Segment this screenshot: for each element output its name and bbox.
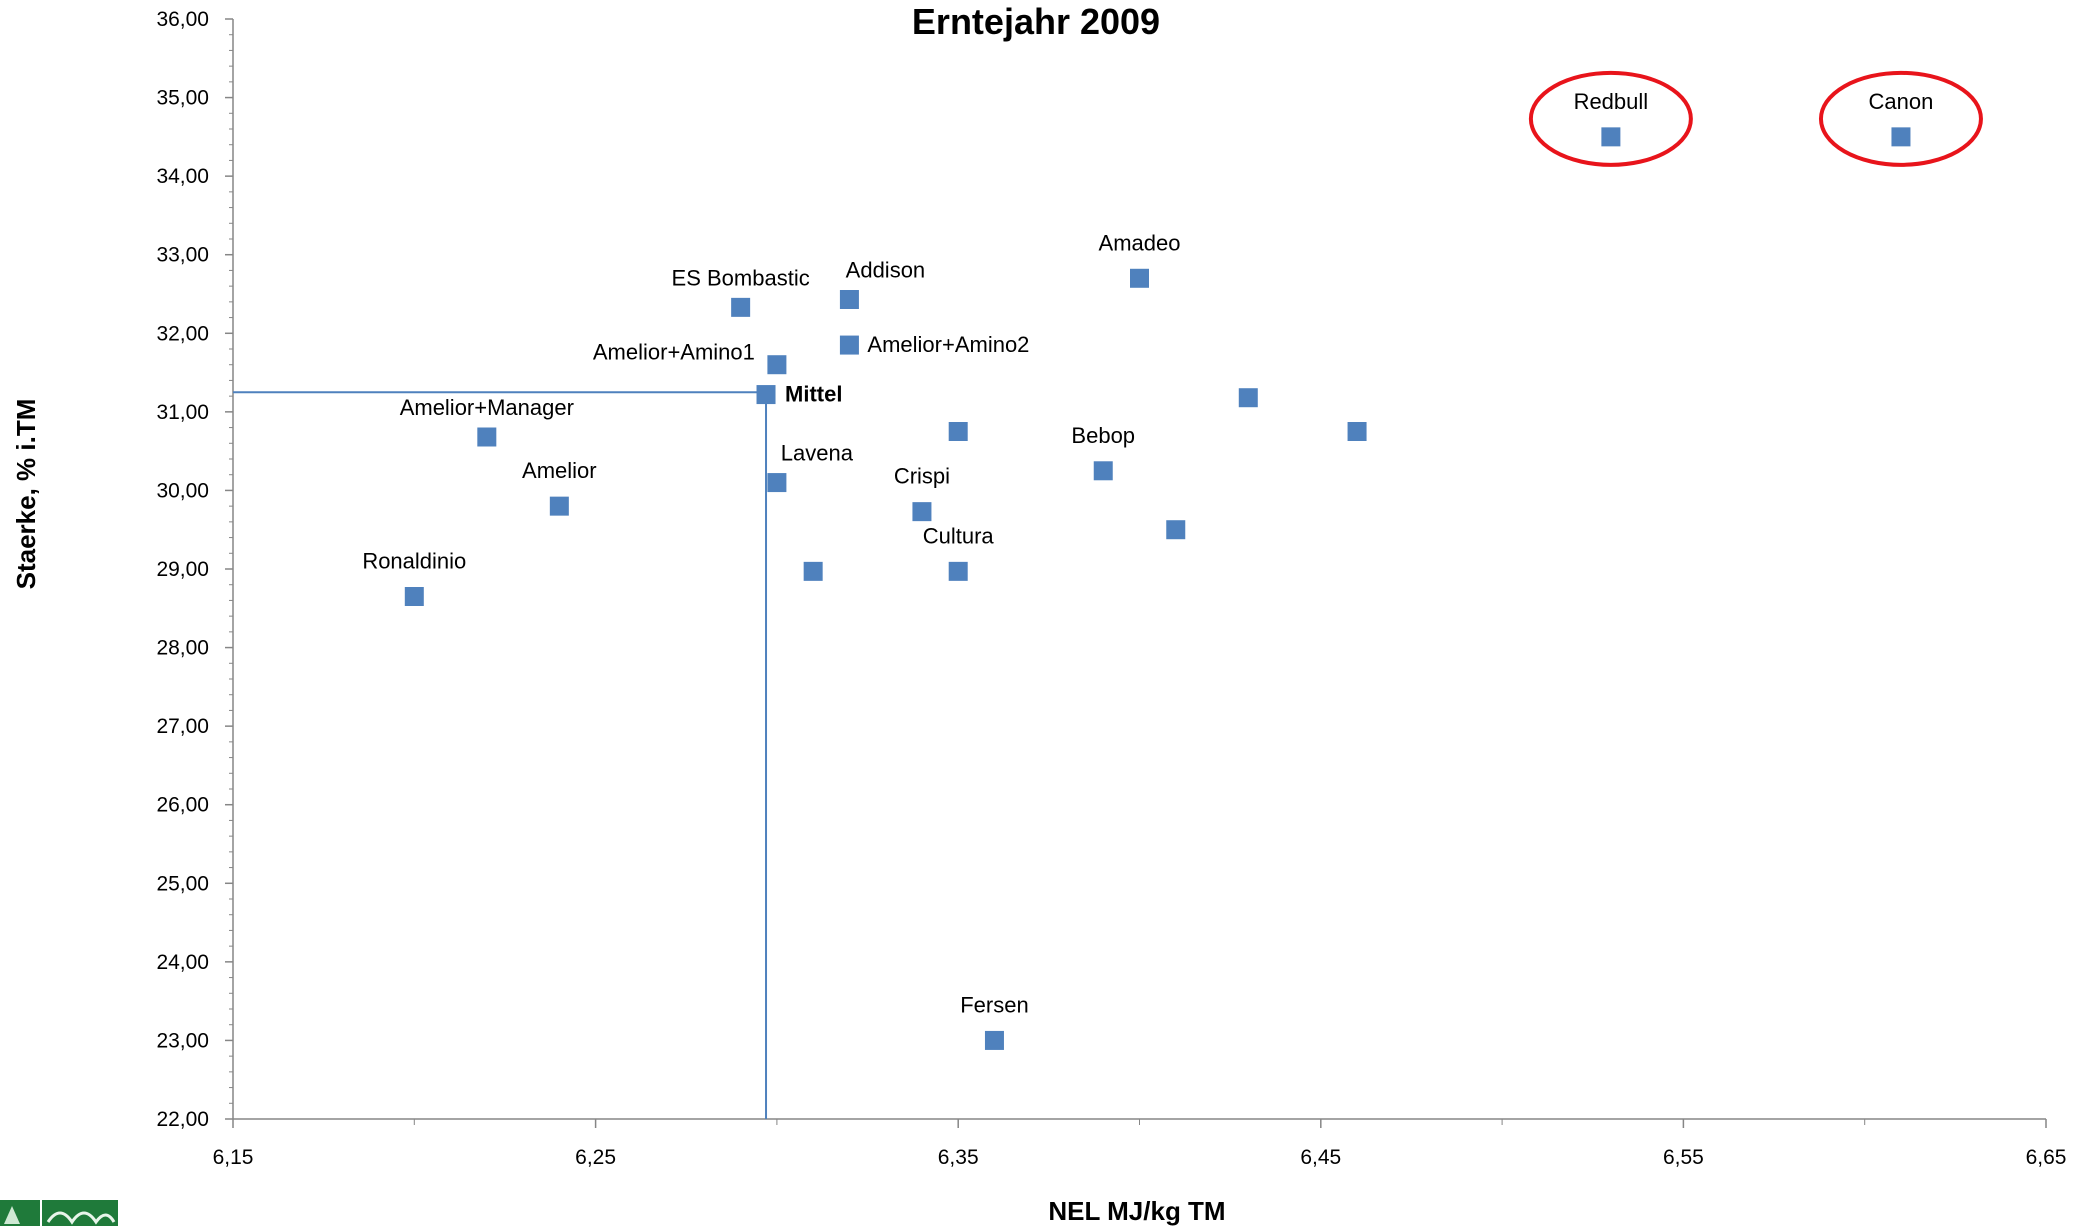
y-tick-label: 33,00 bbox=[156, 244, 209, 267]
point-label: Cultura bbox=[923, 523, 995, 548]
data-point bbox=[731, 297, 751, 317]
x-tick-label: 6,15 bbox=[213, 1146, 254, 1169]
logo bbox=[0, 1200, 118, 1226]
y-tick-label: 35,00 bbox=[156, 87, 209, 110]
reference-lines bbox=[233, 391, 768, 1119]
x-tick-label: 6,25 bbox=[575, 1146, 616, 1169]
x-axis-title: NEL MJ/kg TM bbox=[1048, 1196, 1225, 1226]
data-point bbox=[549, 496, 569, 516]
data-point bbox=[803, 561, 823, 581]
data-point bbox=[1130, 268, 1149, 288]
y-tick-label: 34,00 bbox=[156, 165, 209, 188]
point-label: Amelior+Amino1 bbox=[593, 340, 755, 365]
y-tick-label: 24,00 bbox=[156, 951, 209, 974]
point-label: Redbull bbox=[1574, 89, 1649, 114]
x-tick-label: 6,45 bbox=[1300, 1146, 1341, 1169]
data-point bbox=[1093, 461, 1113, 481]
point-label: Amelior bbox=[522, 458, 597, 483]
y-tick-label: 23,00 bbox=[156, 1029, 209, 1052]
y-axis-title: Staerke, % i.TM bbox=[11, 399, 41, 590]
x-tick-label: 6,35 bbox=[938, 1146, 979, 1169]
highlight-ellipses bbox=[1528, 70, 1983, 167]
data-point bbox=[839, 290, 859, 309]
chart-title: Erntejahr 2009 bbox=[912, 1, 1160, 42]
point-label: Amelior+Manager bbox=[400, 395, 574, 420]
data-point bbox=[984, 1030, 1004, 1050]
y-tick-label: 31,00 bbox=[156, 401, 209, 424]
point-labels: Redbull Canon Amadeo ES Bombastic Addison Ame… bbox=[362, 89, 1933, 1018]
data-point bbox=[1891, 127, 1911, 147]
point-label: Amelior+Amino2 bbox=[867, 332, 1029, 357]
point-label: ES Bombastic bbox=[672, 265, 810, 290]
y-tick-label: 22,00 bbox=[156, 1108, 209, 1131]
data-point bbox=[1601, 127, 1621, 147]
point-label: Addison bbox=[846, 258, 926, 283]
highlight-ellipse bbox=[1818, 70, 1983, 167]
data-point bbox=[767, 473, 787, 493]
point-label: Fersen bbox=[960, 992, 1028, 1017]
y-tick-label: 29,00 bbox=[156, 558, 209, 581]
data-point bbox=[948, 422, 968, 441]
point-label: Mittel bbox=[785, 382, 842, 407]
data-points bbox=[404, 127, 1911, 1050]
point-label: Canon bbox=[1869, 89, 1934, 114]
x-tick-label: 6,55 bbox=[1663, 1146, 1704, 1169]
y-tick-label: 30,00 bbox=[156, 479, 209, 502]
y-tick-label: 36,00 bbox=[156, 8, 209, 31]
y-tick-label: 27,00 bbox=[156, 715, 209, 738]
data-point bbox=[1238, 388, 1258, 408]
y-tick-label: 25,00 bbox=[156, 872, 209, 895]
data-point bbox=[839, 335, 859, 355]
point-label: Crispi bbox=[894, 464, 950, 489]
data-point bbox=[404, 587, 424, 606]
point-label: Bebop bbox=[1071, 423, 1135, 448]
point-label: Lavena bbox=[781, 441, 854, 466]
data-point bbox=[756, 385, 776, 405]
point-label: Ronaldinio bbox=[362, 549, 466, 574]
data-point bbox=[1166, 520, 1186, 540]
data-point bbox=[1347, 422, 1367, 441]
point-label: Amadeo bbox=[1099, 230, 1181, 255]
highlight-ellipse bbox=[1528, 70, 1693, 167]
data-point bbox=[948, 561, 968, 581]
x-tick-label: 6,65 bbox=[2026, 1146, 2067, 1169]
y-tick-label: 32,00 bbox=[156, 322, 209, 345]
axes: 22,00 23,00 24,00 25,00 26,00 27,00 28,00 29,00… bbox=[156, 8, 2066, 1169]
data-point bbox=[912, 502, 932, 522]
y-tick-label: 26,00 bbox=[156, 794, 209, 817]
data-point bbox=[767, 355, 787, 375]
y-tick-label: 28,00 bbox=[156, 637, 209, 660]
data-point bbox=[477, 427, 497, 447]
